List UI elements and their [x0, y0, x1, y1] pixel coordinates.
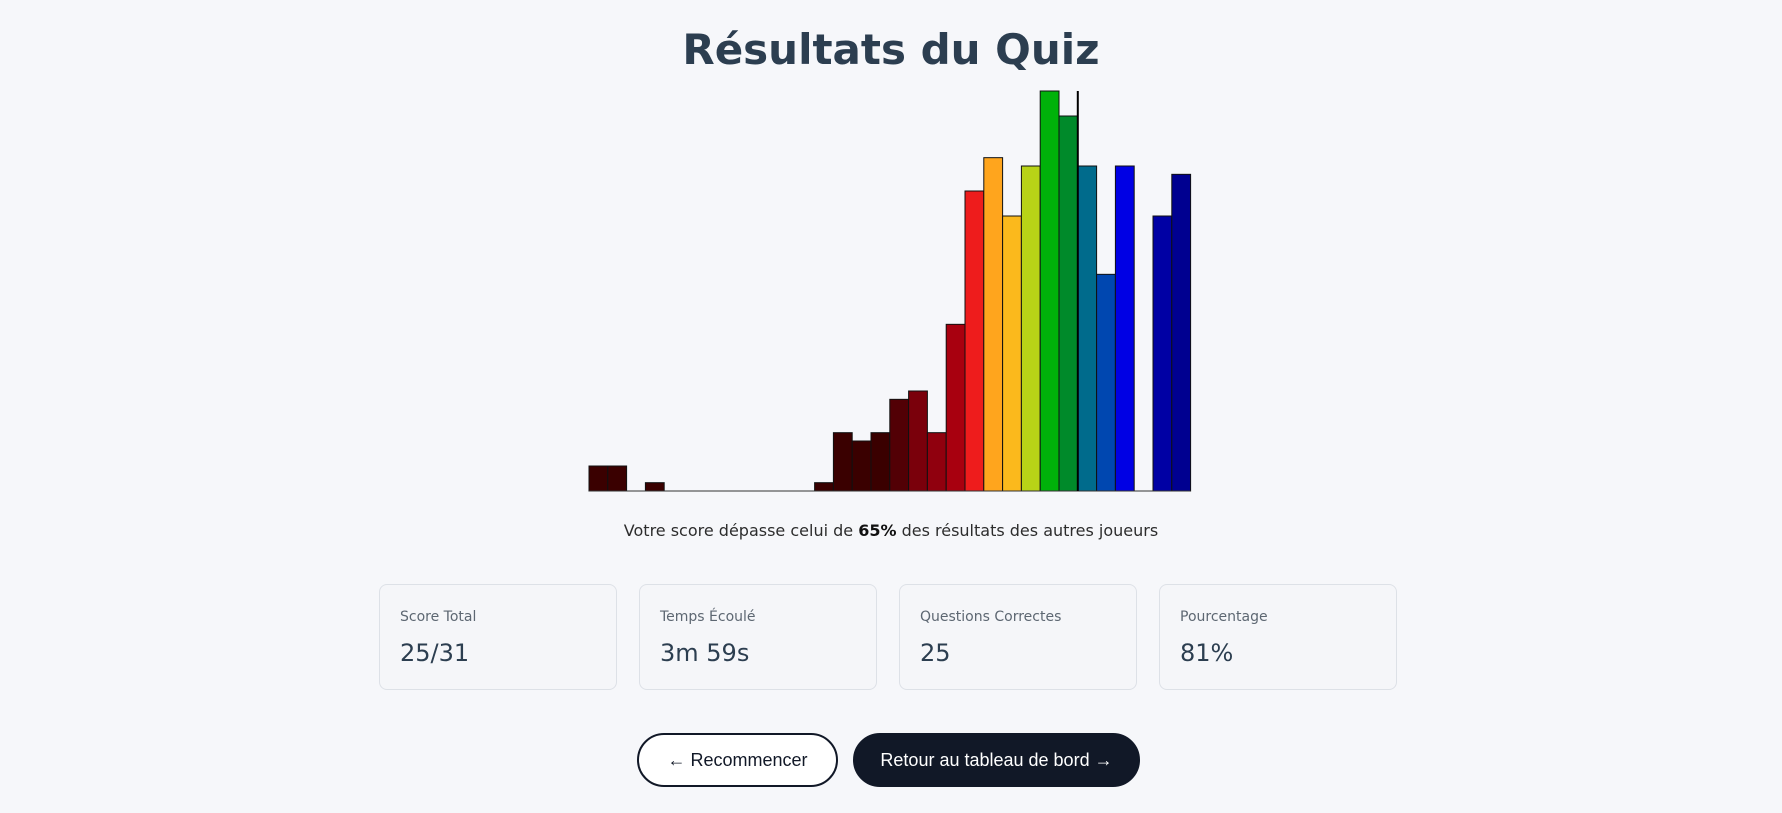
histogram-bar: [607, 465, 628, 492]
histogram-bar: [945, 323, 966, 492]
histogram-bar: [588, 465, 609, 492]
histogram-bar: [1152, 215, 1173, 492]
histogram-bar: [1020, 165, 1041, 492]
stat-label: Questions Correctes: [920, 609, 1062, 625]
page-title: Résultats du Quiz: [682, 25, 1100, 74]
stat-label: Temps Écoulé: [660, 609, 756, 625]
histogram-bar: [851, 440, 872, 492]
percentile-prefix: Votre score dépasse celui de: [623, 521, 859, 540]
histogram-bar: [926, 432, 947, 492]
stat-card-score-total: Score Total 25/31: [379, 584, 617, 690]
histogram-bar: [889, 398, 910, 492]
restart-button[interactable]: ← Recommencer: [637, 733, 838, 787]
percentile-value: 65%: [858, 521, 897, 540]
histogram-bar: [1114, 165, 1135, 492]
percentile-text: Votre score dépasse celui de 65% des rés…: [0, 521, 1782, 540]
histogram-bar: [908, 390, 928, 492]
stat-label: Pourcentage: [1180, 609, 1268, 625]
stat-value: 3m 59s: [660, 639, 750, 667]
histogram-bar: [1171, 173, 1192, 492]
histogram-bar: [983, 157, 1004, 492]
histogram-bar: [1039, 90, 1060, 492]
histogram-bar: [644, 482, 665, 492]
stat-card-correct-questions: Questions Correctes 25: [899, 584, 1137, 690]
stat-value: 25/31: [400, 639, 470, 667]
histogram-bar: [1058, 115, 1079, 492]
stat-card-percentage: Pourcentage 81%: [1159, 584, 1397, 690]
histogram-bar: [1002, 215, 1022, 492]
stat-label: Score Total: [400, 609, 477, 625]
stat-value: 25: [920, 639, 951, 667]
histogram-bar: [814, 482, 834, 492]
histogram-bar: [1077, 165, 1098, 492]
stat-value: 81%: [1180, 639, 1234, 667]
histogram-bar: [1096, 273, 1116, 492]
back-to-dashboard-button[interactable]: Retour au tableau de bord →: [853, 733, 1140, 787]
score-distribution-chart: [588, 90, 1192, 492]
stat-card-elapsed-time: Temps Écoulé 3m 59s: [639, 584, 877, 690]
histogram-bar: [964, 190, 985, 492]
histogram-bar: [870, 432, 891, 492]
histogram-bar: [832, 432, 853, 492]
percentile-suffix: des résultats des autres joueurs: [896, 521, 1159, 540]
